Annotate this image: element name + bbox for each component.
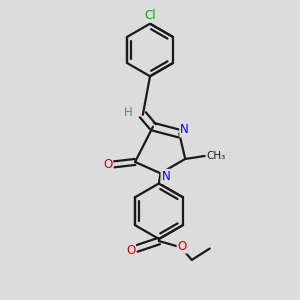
Text: N: N (161, 170, 170, 183)
Text: N: N (180, 124, 189, 136)
Text: O: O (103, 158, 112, 171)
Text: Cl: Cl (144, 9, 156, 22)
Text: O: O (178, 240, 187, 253)
Text: O: O (126, 244, 135, 257)
Text: H: H (124, 106, 133, 119)
Text: CH₃: CH₃ (206, 151, 225, 161)
